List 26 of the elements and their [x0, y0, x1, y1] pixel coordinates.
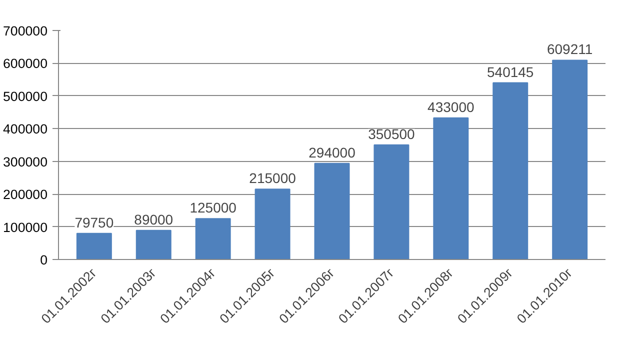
bar: [76, 232, 112, 260]
bar: [374, 144, 410, 260]
data-label: 350500: [368, 126, 416, 142]
y-tick-label: 300000: [3, 154, 48, 170]
bar: [136, 230, 172, 260]
data-label: 89000: [134, 211, 174, 228]
data-label: 215000: [249, 170, 296, 186]
data-label: 294000: [308, 144, 356, 160]
y-tick-label: 400000: [3, 122, 48, 137]
bar: [492, 82, 528, 260]
y-tick-label: 700000: [3, 24, 48, 38]
bar: [254, 188, 290, 260]
bar: [433, 117, 469, 260]
data-label: 540145: [487, 64, 534, 80]
bar: [552, 60, 588, 260]
y-tick-label: 100000: [3, 220, 48, 235]
data-label: 79750: [74, 214, 114, 230]
data-label: 433000: [428, 98, 474, 115]
y-tick-label: 500000: [3, 88, 48, 104]
y-tick-label: 200000: [3, 187, 48, 202]
y-tick-label: 600000: [3, 56, 48, 72]
data-label: 609211: [546, 41, 593, 58]
bar: [195, 218, 231, 260]
y-tick-label: 0: [40, 252, 48, 268]
bar: [314, 162, 350, 260]
data-label: 125000: [190, 200, 237, 216]
